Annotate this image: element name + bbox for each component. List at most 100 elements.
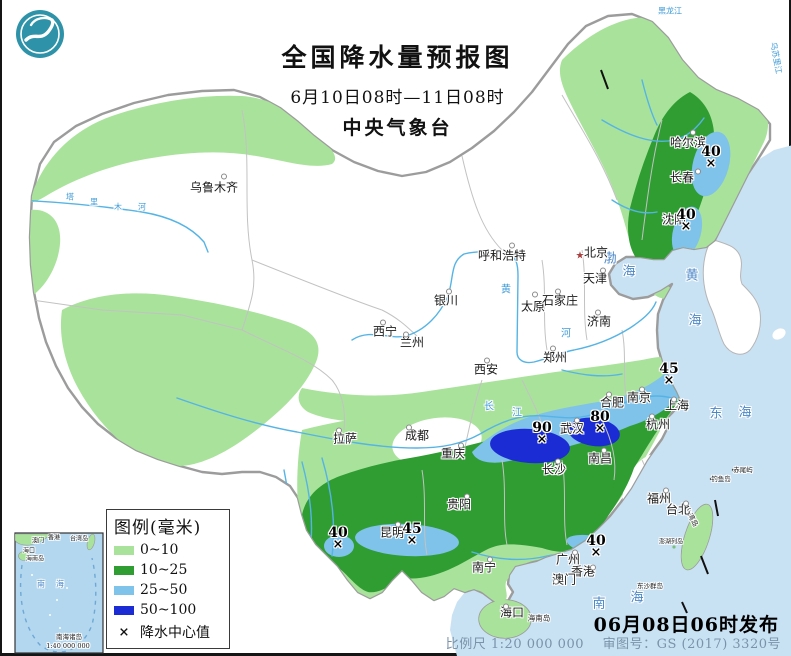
city-name: 济南 [586,314,612,329]
city-marker [502,603,509,609]
city-name: 昆明 [379,525,405,540]
precip-center-value: 40 × [328,526,347,551]
city-label: 太原 [520,291,546,315]
legend-item: 0~10 [114,542,222,558]
map-scale: 比例尺 1:20 000 000 [445,637,584,652]
city-name: 拉萨 [332,431,358,446]
city-marker [662,487,669,493]
legend-title: 图例(毫米) [114,518,202,538]
city-name: 合肥 [599,395,625,410]
south-china-sea-inset [14,532,104,654]
city-label: 上海 [664,396,690,414]
city-name: 乌鲁木齐 [189,180,239,195]
japan-island [772,328,786,340]
city-marker [552,578,559,584]
city-marker [445,288,452,294]
city-name: 石家庄 [541,293,579,308]
city-marker [508,242,515,248]
precip-amount: 40 [701,143,721,160]
island-dots [637,468,735,587]
city-label: 郑州 [542,345,568,366]
city-label: 呼和浩特 [478,242,526,264]
city-marker: ★ [575,250,585,261]
precip-center-value: 40 × [586,534,605,560]
precip-amount: 45 [659,360,679,377]
city-name: 重庆 [440,446,466,461]
city-label: 贵阳 [446,493,472,513]
city-marker [549,345,556,351]
city-name: 广州 [555,552,581,567]
precip-center-x-mark: × [594,420,606,436]
city-marker [335,427,342,433]
city-marker [554,458,561,464]
city-name: 天津 [582,271,608,286]
city-marker [486,556,493,562]
city-name: 香港 [570,564,596,579]
city-label: 银川 [433,288,459,309]
legend-item: 10~25 [114,562,222,578]
city-marker [379,319,386,325]
city-label: 澳门 [552,571,576,588]
legend-items: 0~10 10~25 25~50 50~100 [114,542,222,618]
city-label: 西安 [474,357,498,378]
map-approval-number: 审图号：GS (2017) 3320号 [602,637,781,652]
legend: 图例(毫米) 0~10 10~25 25~50 50~100 × 降水中心值 [106,509,230,649]
city-name: 银川 [433,293,459,308]
city-name: 沈阳 [661,212,687,227]
precip-center-x-mark: × [590,544,602,560]
city-marker [463,493,470,499]
city-name: 南宁 [471,560,497,575]
city-name: 上海 [664,398,690,413]
city-label: 成都 [404,424,430,444]
city-name: 长春 [669,170,695,185]
city-name: 西宁 [372,324,398,339]
city-label: 哈尔滨 [670,129,706,151]
city-label: 长沙 [541,458,567,478]
city-label: 合肥 [599,391,625,411]
city-name: 南京 [626,390,652,405]
precip-center-value: 80 × [590,408,610,436]
precip-center-value: 40 × [701,143,721,170]
city-label: 西宁 [372,319,398,340]
korea-landmass [702,239,761,355]
province-borders [31,94,663,556]
legend-range: 25~50 [140,582,188,598]
city-name: 成都 [404,428,430,443]
city-marker [220,173,227,179]
city-marker [394,521,401,527]
city-name: 贵阳 [446,497,472,512]
legend-range: 10~25 [140,562,188,578]
city-name: 太原 [520,299,546,314]
city-marker [682,500,689,506]
city-marker [405,424,412,430]
map-metadata: 比例尺 1:20 000 000 审图号：GS (2017) 3320号 [446,633,781,652]
city-name: 北京 [583,245,609,260]
city-marker [648,413,655,419]
legend-item: 50~100 [114,602,222,618]
japan-island [730,335,748,349]
city-marker [573,417,580,423]
precip-center-x-mark: × [680,218,692,234]
city-label: ★ 北京 [576,244,609,261]
city-name: 海口 [499,605,525,620]
city-name: 杭州 [645,417,671,432]
precip-center-value: 90 × [532,421,551,446]
city-label: 拉萨 [332,427,358,447]
city-label: 杭州 [645,413,671,433]
city-marker [682,209,689,215]
city-marker [457,442,464,448]
legend-range: 50~100 [140,602,197,618]
city-name: 长沙 [541,462,567,477]
precip-amount: 80 [590,408,610,425]
map-tick-marks [600,69,719,614]
city-name: 台北 [665,502,691,517]
city-label: 广州 [555,549,581,568]
city-marker [589,564,596,570]
city-name: 郑州 [542,350,568,365]
city-label: 济南 [586,309,612,330]
city-marker [600,447,607,453]
legend-swatch [114,605,134,615]
issue-time: 06月08日06时发布 [593,614,779,636]
